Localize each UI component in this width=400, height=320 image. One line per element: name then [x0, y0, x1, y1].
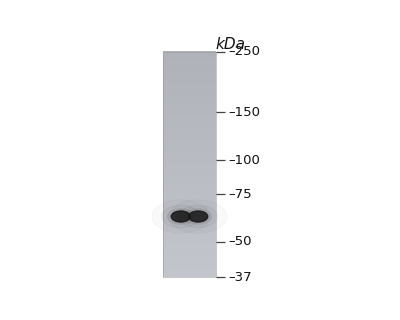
- Bar: [163, 52, 216, 277]
- Ellipse shape: [188, 211, 208, 222]
- Text: –250: –250: [228, 45, 260, 59]
- Text: kDa: kDa: [216, 37, 246, 52]
- Text: –50: –50: [228, 236, 252, 248]
- Text: –75: –75: [228, 188, 252, 201]
- Ellipse shape: [167, 209, 194, 224]
- Ellipse shape: [171, 211, 190, 222]
- Text: –150: –150: [228, 106, 260, 119]
- Text: –100: –100: [228, 154, 260, 167]
- Ellipse shape: [185, 209, 212, 224]
- Text: –37: –37: [228, 271, 252, 284]
